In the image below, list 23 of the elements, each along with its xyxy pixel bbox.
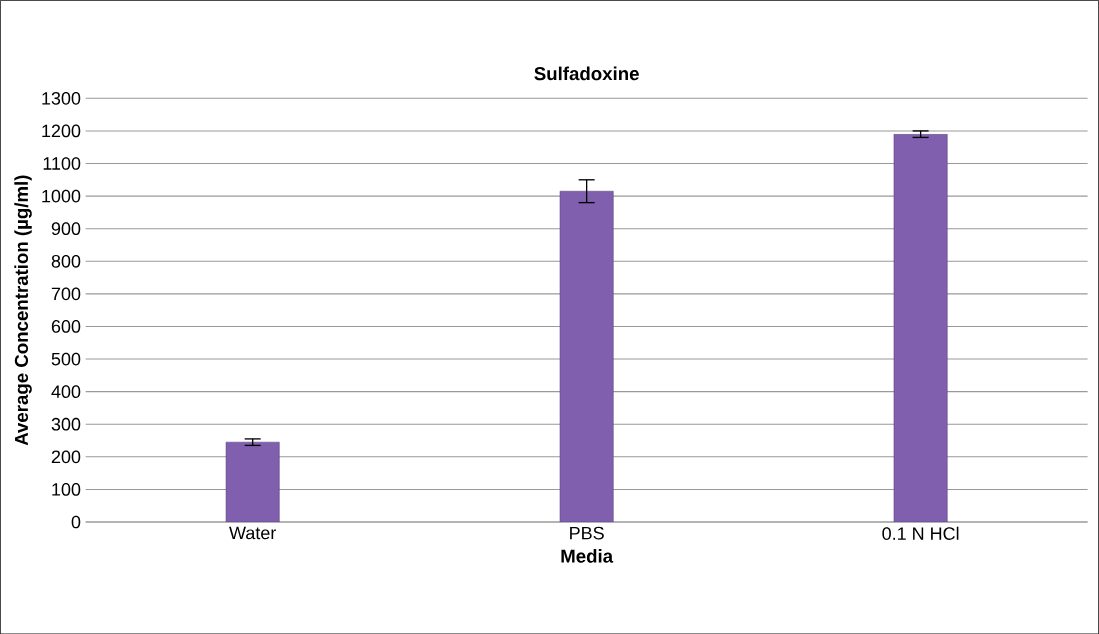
- y-tick-label: 900: [51, 222, 81, 235]
- x-tick-label: PBS: [570, 526, 604, 540]
- chart-title: Sulfadoxine: [534, 66, 639, 81]
- y-tick-label: 1100: [43, 156, 81, 170]
- y-tick-label: 200: [51, 450, 81, 464]
- y-tick-label: 0: [71, 515, 81, 529]
- y-axis-title: Average Concentration (µg/ml): [14, 175, 32, 446]
- x-tick-label: 0.1 N HCl: [882, 526, 959, 540]
- y-tick-label: 800: [51, 254, 81, 268]
- y-tick-label: 700: [51, 287, 81, 301]
- y-tick-label: 1000: [42, 189, 81, 203]
- y-tick-label: 1200: [42, 124, 81, 138]
- y-tick-label: 100: [52, 482, 81, 496]
- bar: [893, 133, 948, 522]
- y-tick-label: 500: [51, 352, 81, 366]
- y-tick-label: 300: [51, 417, 81, 431]
- bar: [225, 441, 280, 522]
- x-tick-label: Water: [229, 526, 277, 540]
- x-axis-title: Media: [561, 548, 614, 563]
- bar: [559, 190, 614, 522]
- y-tick-label: 400: [51, 385, 81, 398]
- y-tick-label: 1300: [42, 91, 81, 105]
- y-tick-label: 600: [51, 319, 81, 333]
